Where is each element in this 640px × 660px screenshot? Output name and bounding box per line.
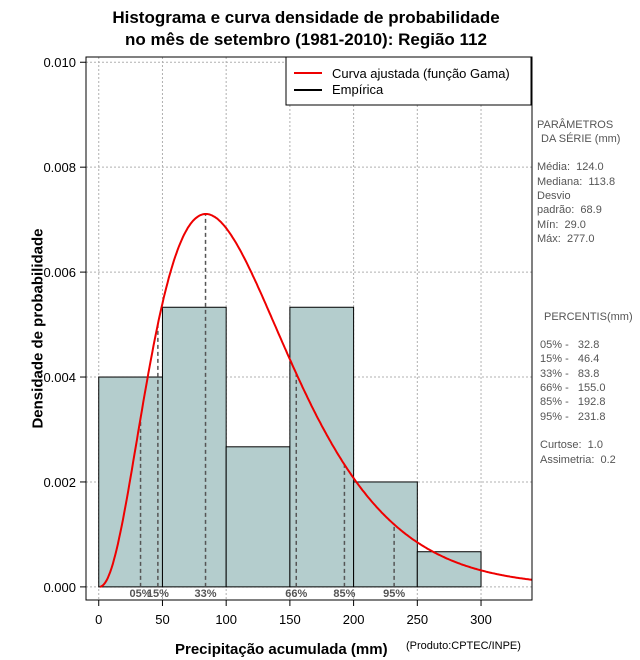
x-tick-label: 100	[215, 612, 237, 627]
percentile-label: 95%	[383, 588, 405, 600]
percentis-66: 66% - 155.0	[540, 382, 606, 394]
x-tick-label: 150	[279, 612, 301, 627]
y-axis-label: Densidade de probabilidade	[29, 228, 47, 429]
parametros-heading: PARÂMETROS	[537, 119, 614, 131]
parametros-max: Máx: 277.0	[537, 233, 595, 245]
y-tick-label: 0.008	[43, 160, 76, 175]
legend-label-empirical: Empírica	[332, 82, 384, 97]
assimetria: Assimetria: 0.2	[540, 454, 616, 466]
y-tick-label: 0.002	[43, 475, 76, 490]
percentis-heading: PERCENTIS(mm)	[544, 311, 633, 323]
parametros-min: Mín: 29.0	[537, 219, 586, 231]
percentile-label: 85%	[333, 588, 355, 600]
y-tick-label: 0.010	[43, 55, 76, 70]
percentile-label: 05%	[130, 588, 152, 600]
legend-box	[285, 56, 532, 106]
histogram-bar	[416, 551, 482, 588]
histogram-bar	[225, 446, 291, 588]
percentis-33: 33% - 83.8	[540, 368, 600, 380]
percentile-label: 33%	[195, 588, 217, 600]
axes: 0 50 100 150 200 250 300 0.000 0.002 0.004 0.006 0.…	[43, 55, 491, 627]
chart-title: Histograma e curva densidade de probabil…	[112, 8, 500, 27]
legend: Curva ajustada (função Gama) Empírica	[285, 56, 532, 106]
parametros-media: Média: 124.0	[537, 161, 604, 173]
x-tick-label: 50	[155, 612, 169, 627]
x-tick-label: 0	[95, 612, 102, 627]
percentile-label: 66%	[285, 588, 307, 600]
x-tick-label: 200	[343, 612, 365, 627]
curtose: Curtose: 1.0	[540, 439, 603, 451]
y-tick-label: 0.006	[43, 265, 76, 280]
x-tick-label: 250	[406, 612, 428, 627]
parametros-desvio: Desvio	[537, 190, 571, 202]
percentile-label: 15%	[147, 588, 169, 600]
histogram-bar	[161, 306, 227, 588]
gamma-fit-curve	[99, 213, 533, 588]
product-credit: (Produto:CPTEC/INPE)	[406, 640, 521, 652]
histogram-bar	[289, 306, 355, 588]
parametros-padrao: padrão: 68.9	[537, 204, 602, 216]
parametros-subheading: DA SÉRIE (mm)	[541, 133, 621, 145]
histogram-bars	[98, 306, 482, 588]
percentis-95: 95% - 231.8	[540, 411, 606, 423]
chart-subtitle: no mês de setembro (1981-2010): Região 1…	[125, 30, 487, 49]
percentis-15: 15% - 46.4	[540, 353, 600, 365]
percentile-lines: 05%15% 33% 66% 85% 95%	[130, 213, 405, 600]
x-axis-label: Precipitação acumulada (mm)	[175, 641, 388, 658]
y-tick-label: 0.004	[43, 370, 76, 385]
percentis-85: 85% - 192.8	[540, 396, 606, 408]
x-tick-label: 300	[470, 612, 492, 627]
y-tick-label: 0.000	[43, 580, 76, 595]
percentis-05: 05% - 32.8	[540, 339, 600, 351]
legend-label-curve: Curva ajustada (função Gama)	[332, 66, 510, 81]
parametros-mediana: Mediana: 113.8	[537, 176, 616, 188]
